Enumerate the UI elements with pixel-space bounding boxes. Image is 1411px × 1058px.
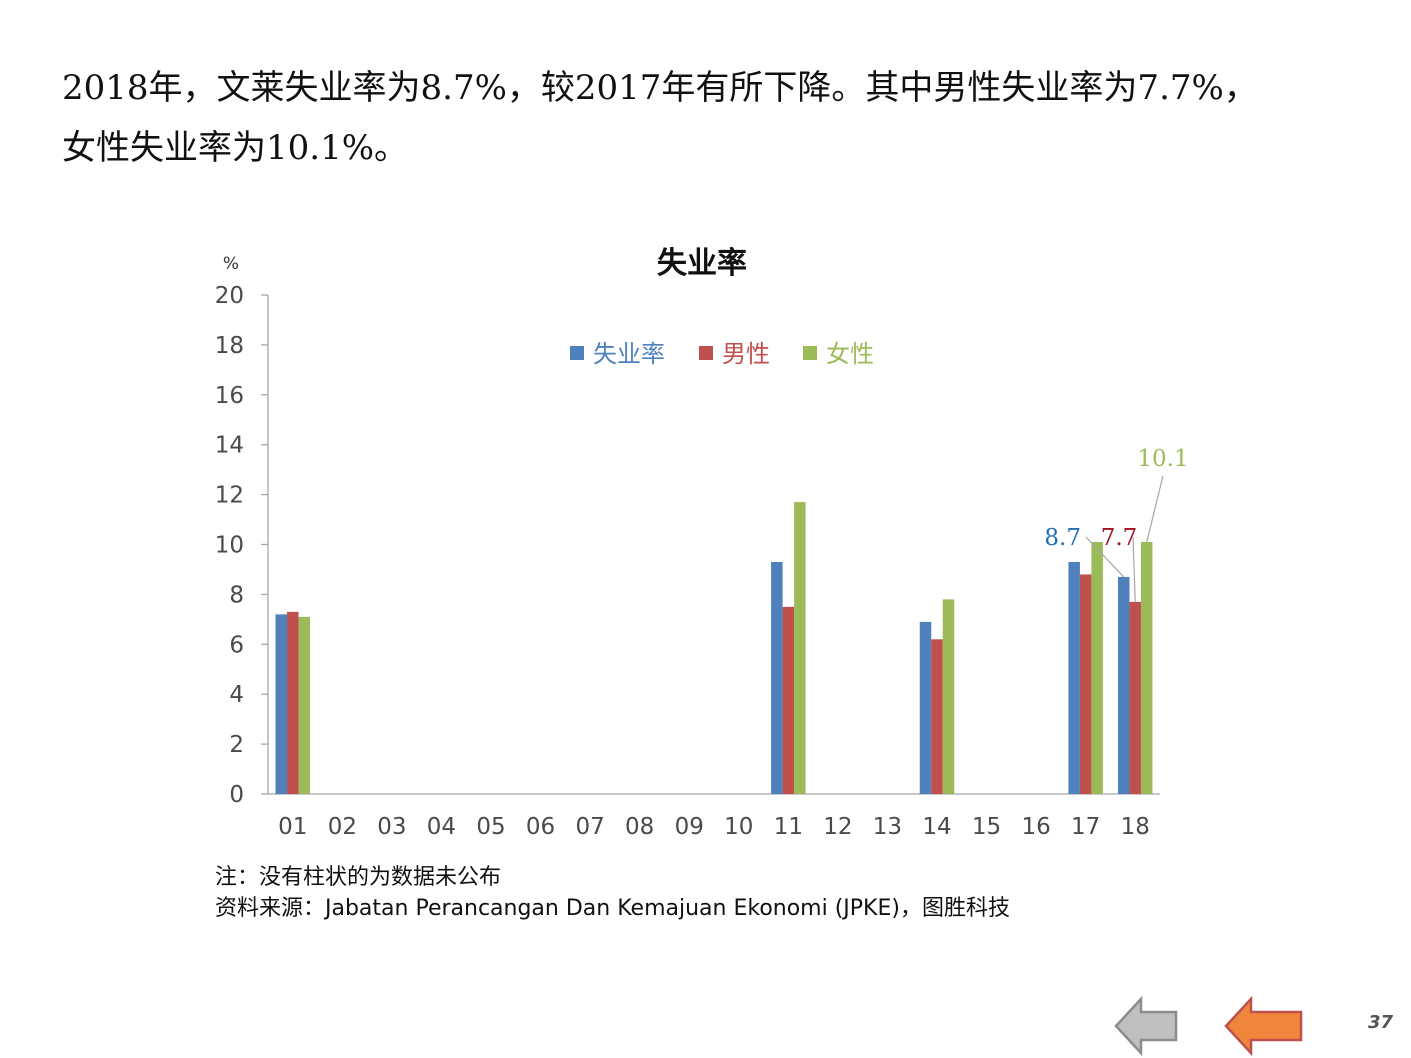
data-label: 10.1 — [1137, 446, 1188, 472]
bar — [1140, 542, 1153, 794]
x-tick-label: 16 — [1021, 814, 1050, 840]
intro-line-2: 女性失业率为10.1%。 — [62, 128, 409, 168]
data-label-leader — [1146, 475, 1164, 543]
bar — [942, 599, 955, 794]
bar — [275, 614, 288, 794]
bar — [1117, 576, 1130, 794]
bar — [287, 611, 299, 794]
page-number: 37 — [1368, 1012, 1394, 1033]
back-arrow-icon — [1114, 995, 1178, 1057]
x-tick-label: 09 — [675, 814, 704, 840]
x-tick-label: 01 — [278, 814, 307, 840]
bar — [1079, 574, 1092, 794]
x-tick-label: 17 — [1071, 814, 1100, 840]
y-tick-label: 10 — [215, 533, 244, 559]
x-tick-label: 14 — [922, 814, 951, 840]
bar — [782, 606, 795, 794]
x-tick-label: 07 — [575, 814, 604, 840]
x-tick-label: 08 — [625, 814, 654, 840]
bar — [1129, 601, 1141, 794]
bar — [1068, 561, 1080, 794]
bar — [794, 502, 806, 794]
y-tick-label: 8 — [229, 582, 244, 608]
legend-swatch — [699, 346, 713, 360]
x-tick-label: 15 — [972, 814, 1001, 840]
intro-paragraph: 2018年，文莱失业率为8.7%，较2017年有所下降。其中男性失业率为7.7%… — [62, 58, 1392, 178]
x-tick-label: 12 — [823, 814, 852, 840]
y-tick-label: 0 — [229, 782, 244, 808]
y-tick-label: 12 — [215, 483, 244, 509]
bar — [919, 621, 932, 794]
x-tick-label: 06 — [526, 814, 555, 840]
x-tick-label: 18 — [1121, 814, 1150, 840]
y-tick-label: 4 — [229, 682, 244, 708]
y-tick-label: 16 — [215, 383, 244, 409]
legend-label: 失业率 — [593, 340, 665, 368]
legend-swatch — [803, 346, 817, 360]
x-tick-label: 05 — [476, 814, 505, 840]
y-axis-unit: % — [223, 254, 239, 274]
x-tick-label: 13 — [873, 814, 902, 840]
chart-legend: 失业率 男性 女性 — [570, 340, 874, 368]
previous-arrow-icon — [1224, 995, 1303, 1057]
chart-bars — [275, 502, 1153, 794]
y-tick-label: 20 — [215, 283, 244, 309]
data-label-leader — [1085, 536, 1125, 578]
legend-swatch — [570, 346, 584, 360]
previous-arrow-button[interactable] — [1224, 995, 1303, 1057]
back-arrow-button[interactable] — [1114, 995, 1178, 1057]
y-tick-label: 14 — [215, 433, 244, 459]
bar — [771, 561, 783, 794]
chart-source: 资料来源：Jabatan Perancangan Dan Kemajuan Ek… — [215, 896, 1010, 921]
y-tick-label: 18 — [215, 333, 244, 359]
x-tick-label: 10 — [724, 814, 753, 840]
legend-item: 失业率 — [570, 340, 665, 368]
bar — [931, 639, 943, 794]
bar — [298, 616, 311, 794]
x-tick-label: 02 — [328, 814, 357, 840]
legend-item: 女性 — [803, 340, 874, 368]
y-tick-label: 2 — [229, 732, 244, 758]
data-label: 7.7 — [1101, 525, 1138, 551]
chart-data-labels: 8.7 7.7 10.1 — [1044, 446, 1189, 602]
chart-title: 失业率 — [657, 246, 747, 281]
bar — [1091, 542, 1103, 794]
legend-item: 男性 — [699, 340, 770, 368]
x-tick-label: 11 — [774, 814, 803, 840]
y-tick-label: 6 — [229, 632, 244, 658]
legend-label: 女性 — [826, 340, 874, 368]
data-label-leader — [1132, 536, 1136, 602]
legend-label: 男性 — [722, 340, 770, 368]
x-tick-label: 04 — [427, 814, 456, 840]
intro-line-1: 2018年，文莱失业率为8.7%，较2017年有所下降。其中男性失业率为7.7%… — [62, 68, 1258, 108]
chart-footnote: 注：没有柱状的为数据未公布 — [215, 865, 502, 890]
x-tick-label: 03 — [377, 814, 406, 840]
data-label: 8.7 — [1044, 525, 1081, 551]
chart-notes: 注：没有柱状的为数据未公布 资料来源：Jabatan Perancangan D… — [215, 862, 1010, 924]
